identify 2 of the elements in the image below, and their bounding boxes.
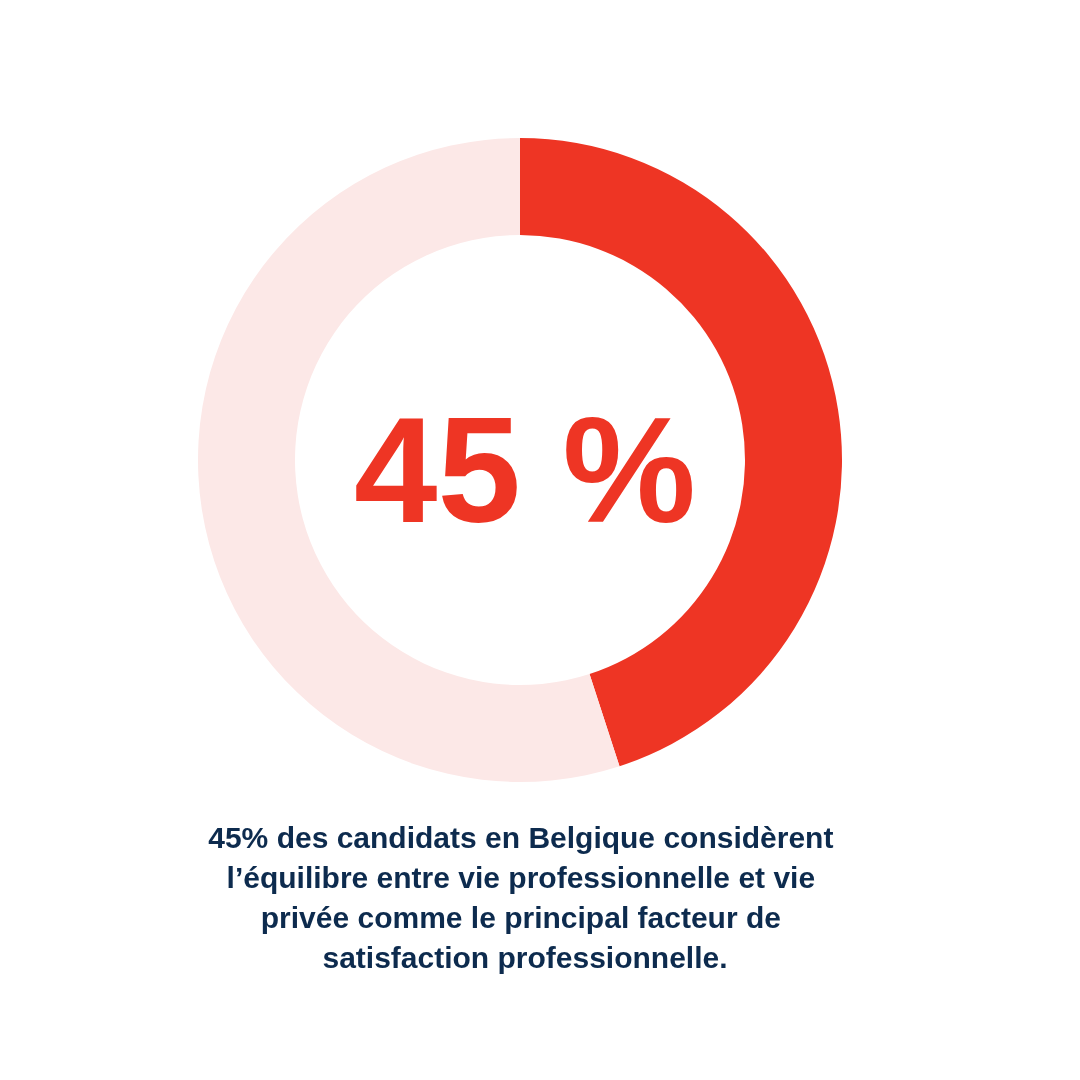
text: 45% des candidats en Belgique considèrent l’équilibre entre vie professionnelle et vie privée comme le principal facteur de satisfaction professionnelle. [208, 820, 842, 974]
text: 45 % [354, 386, 696, 554]
